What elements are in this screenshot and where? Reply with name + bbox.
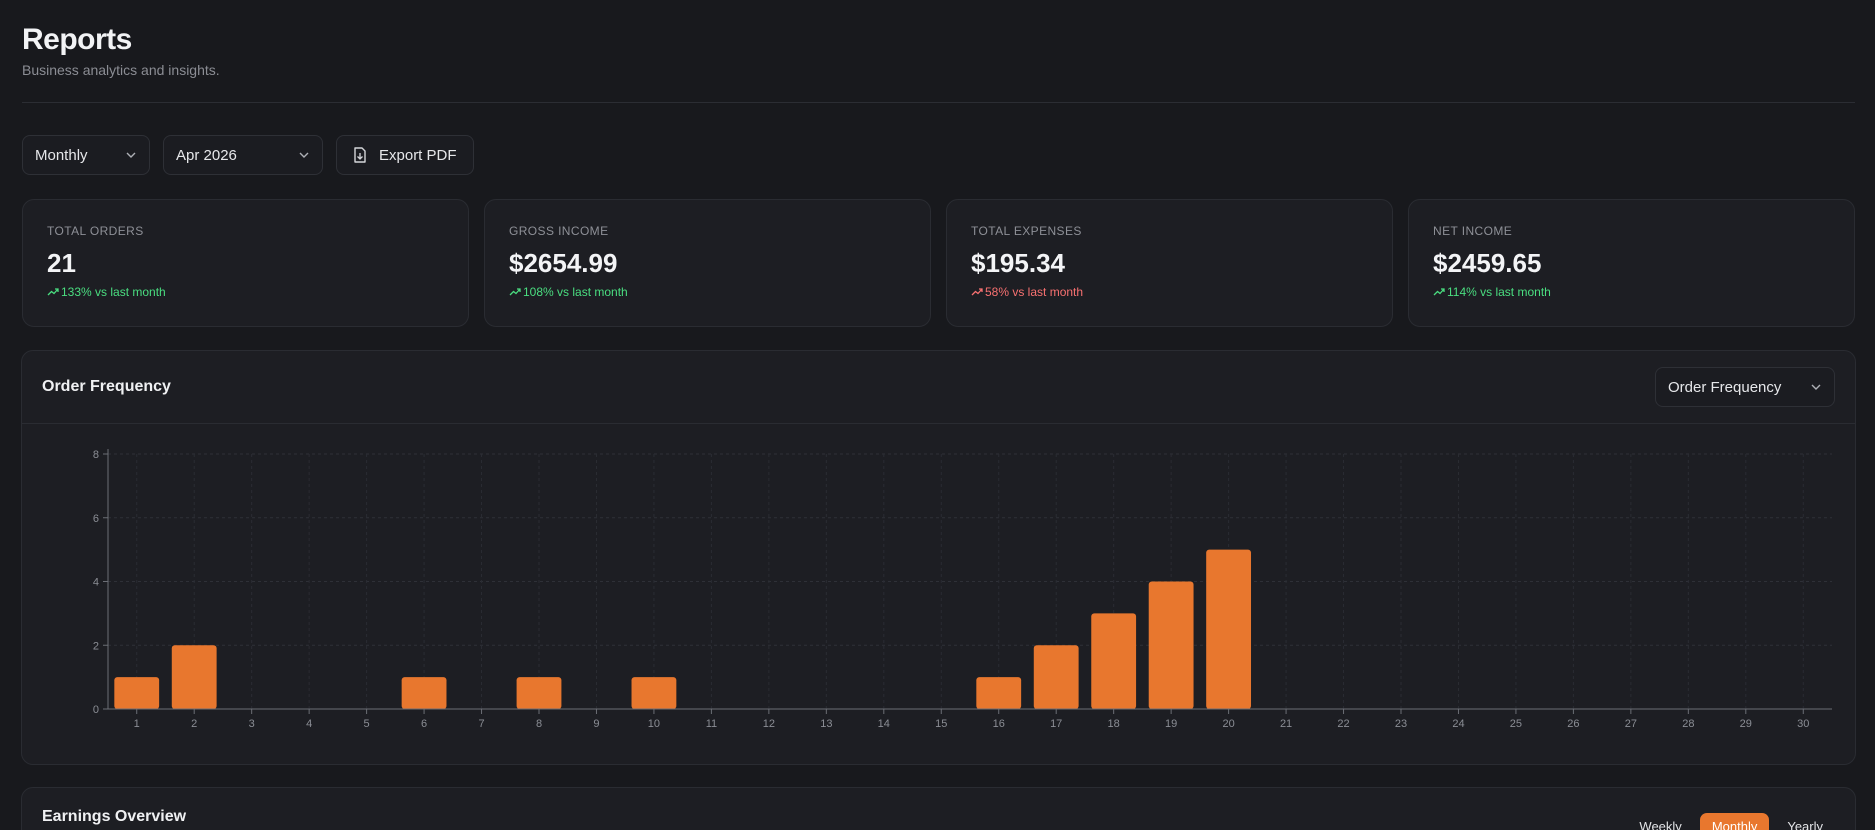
chart-metric-select[interactable]: Order Frequency [1655,367,1835,407]
bar [1206,549,1252,709]
x-tick-label: 12 [763,718,775,730]
month-select-value: Apr 2026 [176,146,237,164]
stat-card-total-orders: TOTAL ORDERS 21 133% vs last month [22,199,469,327]
bar [1148,581,1194,709]
x-tick-label: 4 [306,718,312,730]
chart-title: Order Frequency [42,378,171,395]
period-select-value: Monthly [35,146,88,164]
stat-card-gross-income: GROSS INCOME $2654.99 108% vs last month [484,199,931,327]
stat-label: NET INCOME [1433,224,1513,238]
x-tick-label: 26 [1567,718,1579,730]
x-tick-label: 9 [593,718,599,730]
stat-delta-text: 58% vs last month [985,285,1084,299]
x-tick-label: 8 [536,718,542,730]
stat-label: TOTAL EXPENSES [971,224,1082,238]
page-title: Reports [22,23,132,56]
trend-up-icon [47,288,59,296]
bar [1033,645,1079,709]
y-tick-label: 2 [93,640,99,652]
period-select[interactable]: Monthly [22,135,150,175]
x-tick-label: 23 [1395,718,1407,730]
chevron-down-icon [1811,384,1821,390]
export-pdf-label: Export PDF [379,146,457,164]
x-tick-label: 1 [134,718,140,730]
stat-label: TOTAL ORDERS [47,224,144,238]
x-tick-label: 29 [1740,718,1752,730]
x-tick-label: 15 [935,718,947,730]
earnings-title: Earnings Overview [42,808,187,825]
header-divider [22,102,1855,103]
x-tick-label: 14 [878,718,890,730]
stat-card-total-expenses: TOTAL EXPENSES $195.34 58% vs last month [946,199,1393,327]
month-select[interactable]: Apr 2026 [163,135,323,175]
x-tick-label: 5 [364,718,370,730]
bar [516,677,562,709]
stat-delta: 58% vs last month [971,285,1368,299]
x-tick-label: 3 [249,718,255,730]
tab-yearly[interactable]: Yearly [1787,819,1823,830]
stat-label: GROSS INCOME [509,224,609,238]
y-tick-label: 0 [93,704,99,716]
stat-delta: 108% vs last month [509,285,906,299]
x-tick-label: 24 [1452,718,1464,730]
x-tick-label: 11 [706,718,717,730]
stat-delta: 114% vs last month [1433,285,1830,299]
earnings-overview-card: Earnings Overview Weekly Monthly Yearly [21,787,1856,830]
export-pdf-button[interactable]: Export PDF [336,135,474,175]
stat-delta: 133% vs last month [47,285,444,299]
tab-monthly[interactable]: Monthly [1699,813,1770,830]
bar [1091,613,1137,709]
page-subtitle: Business analytics and insights. [22,62,220,78]
stat-value: $2654.99 [509,248,618,278]
stats-row: TOTAL ORDERS 21 133% vs last month GROSS… [22,199,1855,327]
stat-delta-text: 133% vs last month [61,285,166,299]
stat-value: $195.34 [971,248,1065,278]
x-tick-label: 19 [1165,718,1177,730]
trend-up-icon [1433,288,1445,296]
x-tick-label: 22 [1337,718,1349,730]
bar [631,677,677,709]
tab-weekly[interactable]: Weekly [1639,819,1682,830]
x-tick-label: 10 [648,718,660,730]
x-tick-label: 16 [993,718,1005,730]
stat-delta-text: 108% vs last month [523,285,628,299]
trend-up-icon [971,288,983,296]
y-tick-label: 6 [93,513,99,525]
x-tick-label: 25 [1510,718,1522,730]
chart-metric-value: Order Frequency [1668,378,1782,396]
bar [114,677,160,709]
bar [976,677,1022,709]
file-export-icon [354,147,366,163]
x-tick-label: 17 [1050,718,1062,730]
x-tick-label: 30 [1797,718,1809,730]
x-tick-label: 20 [1222,718,1234,730]
x-tick-label: 2 [191,718,197,730]
stat-card-net-income: NET INCOME $2459.65 114% vs last month [1408,199,1855,327]
stat-value: $2459.65 [1433,248,1542,278]
y-tick-label: 4 [93,577,99,589]
stat-value: 21 [47,248,76,278]
x-tick-label: 28 [1682,718,1694,730]
stat-delta-text: 114% vs last month [1447,285,1551,299]
earnings-period-tabs: Weekly Monthly Yearly [1627,813,1835,830]
page-header: Reports Business analytics and insights. [22,22,220,78]
x-tick-label: 27 [1625,718,1637,730]
bar [401,677,447,709]
trend-up-icon [509,288,521,296]
x-tick-label: 13 [820,718,832,730]
x-tick-label: 18 [1108,718,1120,730]
chevron-down-icon [126,152,136,158]
y-tick-label: 8 [93,449,99,461]
bar [171,645,217,709]
x-tick-label: 7 [478,718,484,730]
chart-header: Order Frequency Order Frequency [22,351,1855,424]
x-tick-label: 6 [421,718,427,730]
report-toolbar: Monthly Apr 2026 Export PDF [22,135,474,175]
chevron-down-icon [299,152,309,158]
x-tick-label: 21 [1280,718,1292,730]
